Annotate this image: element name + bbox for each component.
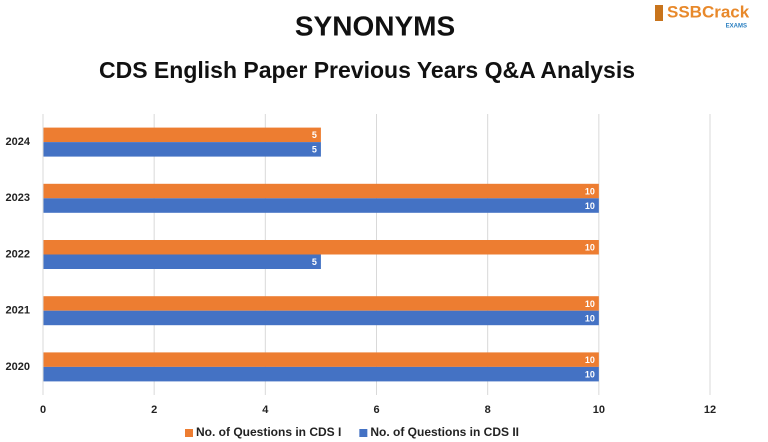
bar [43,310,599,326]
chart-title: SYNONYMS [295,10,455,41]
legend-swatch [359,429,368,437]
x-tick-label: 0 [40,404,46,416]
data-label: 5 [312,130,317,140]
data-label: 5 [312,145,317,155]
bar [43,366,599,382]
bar [43,352,599,367]
x-tick-label: 2 [151,404,157,416]
y-tick-label: 2022 [6,248,30,260]
legend-label: No. of Questions in CDS II [370,425,519,439]
bar [43,127,321,143]
logo-text: SSBCrack [667,2,750,21]
legend-label: No. of Questions in CDS I [196,425,341,439]
y-tick-label: 2023 [6,192,30,204]
data-label: 10 [585,299,595,309]
x-tick-label: 6 [373,404,379,416]
data-label: 10 [585,186,595,196]
logo-subtext: EXAMS [726,24,747,30]
y-tick-label: 2021 [6,305,30,317]
bar [43,254,321,269]
bar [43,296,599,311]
data-label: 10 [585,313,595,323]
data-label: 10 [585,201,595,211]
data-label: 10 [585,243,595,253]
data-label: 10 [585,370,595,380]
logo-icon [655,5,663,21]
x-tick-label: 10 [593,404,605,416]
y-tick-label: 2020 [6,361,30,373]
data-label: 5 [312,257,317,267]
x-tick-label: 4 [262,404,269,416]
legend-swatch [185,429,193,437]
bar [43,198,599,213]
x-tick-label: 8 [485,404,491,416]
bar [43,183,599,199]
chart-subtitle: CDS English Paper Previous Years Q&A Ana… [99,57,635,83]
y-tick-label: 2024 [6,136,31,148]
bar [43,142,321,157]
x-tick-label: 12 [704,404,716,416]
bar [43,240,599,255]
data-label: 10 [585,355,595,365]
